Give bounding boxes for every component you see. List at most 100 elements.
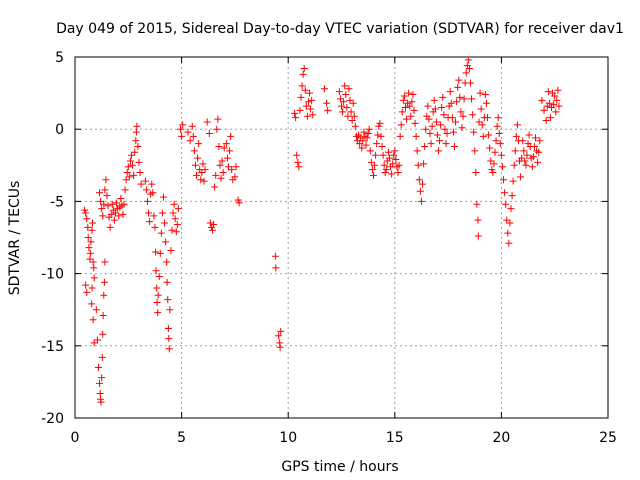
data-point [350, 112, 358, 120]
data-point [366, 147, 374, 155]
data-point [156, 249, 164, 257]
data-point [450, 143, 458, 151]
data-point [99, 330, 107, 338]
data-point [452, 118, 460, 126]
data-point [214, 115, 222, 123]
data-point [122, 176, 130, 184]
data-point [457, 108, 465, 116]
data-point [449, 128, 457, 136]
data-point [134, 143, 142, 151]
data-point [157, 229, 165, 237]
grid-lines [75, 57, 608, 418]
data-point [441, 125, 449, 133]
data-point [493, 122, 501, 130]
data-point [460, 95, 468, 103]
data-point [84, 223, 92, 231]
data-point [411, 119, 419, 127]
data-point [171, 215, 179, 223]
data-point [97, 398, 105, 406]
data-point [534, 158, 542, 166]
data-point [199, 160, 207, 168]
data-point [88, 226, 96, 234]
data-point [403, 115, 411, 123]
data-point [412, 132, 420, 140]
data-point [194, 154, 202, 162]
data-point [219, 169, 227, 177]
data-point [276, 343, 284, 351]
data-point [523, 151, 531, 159]
data-point [485, 131, 493, 139]
data-point [173, 221, 181, 229]
data-point [432, 118, 440, 126]
data-point [220, 144, 228, 152]
data-point [89, 258, 97, 266]
data-point [474, 216, 482, 224]
data-point [292, 114, 300, 122]
y-axis-label: SDTVAR / TECUs [7, 181, 23, 296]
data-point [363, 134, 371, 142]
data-point [400, 92, 408, 100]
data-point [186, 137, 194, 145]
data-point [82, 209, 90, 217]
data-point [215, 143, 223, 151]
data-point [320, 85, 328, 93]
data-point [372, 151, 380, 159]
data-point [447, 99, 455, 107]
data-point [101, 258, 109, 266]
data-point [521, 157, 529, 165]
data-point [88, 284, 96, 292]
data-point [462, 69, 470, 77]
data-point [168, 226, 176, 234]
y-tick-label: -5 [50, 194, 64, 210]
data-point [228, 166, 236, 174]
data-point [133, 122, 141, 130]
data-point [309, 111, 317, 119]
data-point [453, 98, 461, 106]
data-point [433, 131, 441, 139]
data-point [506, 219, 514, 227]
data-point [476, 89, 484, 97]
data-point [542, 117, 550, 125]
data-point [295, 163, 303, 171]
data-point [94, 363, 102, 371]
data-point [106, 223, 114, 231]
data-point [535, 148, 543, 156]
data-point [184, 128, 192, 136]
x-tick-label: 25 [599, 430, 617, 446]
data-point [303, 112, 311, 120]
data-point [323, 99, 331, 107]
data-point [503, 216, 511, 224]
data-point [459, 112, 467, 120]
data-point [163, 258, 171, 266]
data-point [390, 151, 398, 159]
data-point [525, 131, 533, 139]
data-point [120, 200, 128, 208]
data-point [189, 132, 197, 140]
data-point [522, 161, 530, 169]
data-point [487, 157, 495, 165]
data-point [417, 197, 425, 205]
data-point [226, 147, 234, 155]
data-point [552, 108, 560, 116]
data-point [488, 166, 496, 174]
data-point [484, 114, 492, 122]
data-point [201, 166, 209, 174]
data-point [425, 115, 433, 123]
data-point [474, 232, 482, 240]
data-point [121, 186, 129, 194]
data-point [146, 218, 154, 226]
data-point [540, 106, 548, 114]
data-point [342, 91, 350, 99]
data-points [81, 56, 563, 406]
data-point [478, 121, 486, 129]
data-point [394, 169, 402, 177]
data-point [431, 105, 439, 113]
data-point [378, 143, 386, 151]
data-point [135, 158, 143, 166]
data-point [508, 192, 516, 200]
data-point [82, 281, 90, 289]
data-point [108, 200, 116, 208]
data-point [371, 161, 379, 169]
data-point [335, 88, 343, 96]
data-point [408, 98, 416, 106]
